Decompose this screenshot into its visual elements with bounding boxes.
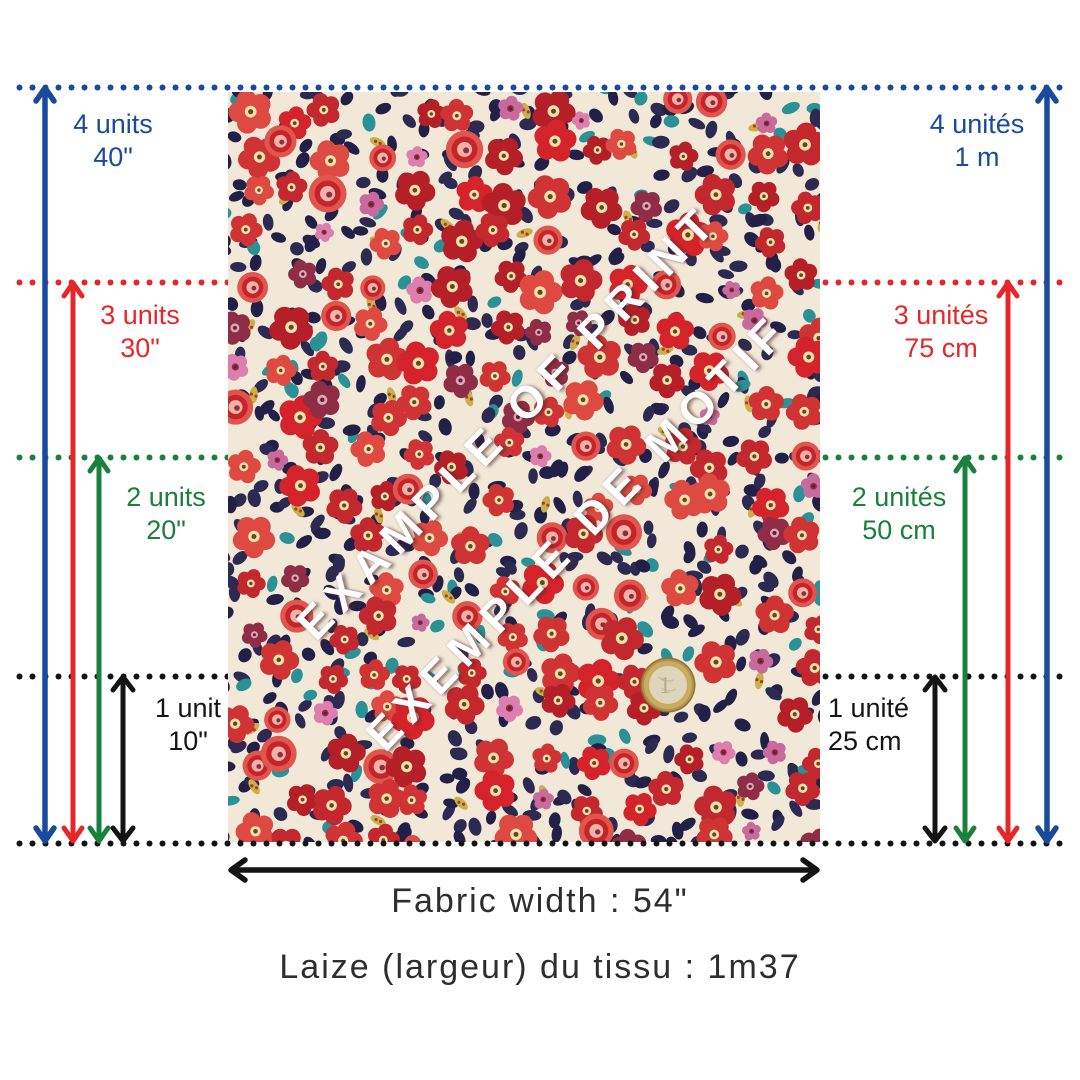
label-value: 20" — [146, 515, 186, 545]
label-right-3-units: 3 unités 75 cm — [894, 299, 989, 365]
right-arrow-2-units — [953, 455, 977, 844]
label-units: 3 units — [100, 300, 180, 330]
label-value: 10" — [168, 726, 208, 756]
label-units: 4 units — [73, 109, 153, 139]
label-left-3-units: 3 units 30" — [100, 299, 180, 365]
euro-coin: 1 — [640, 657, 696, 713]
label-right-1-unit: 1 unité 25 cm — [828, 692, 909, 758]
fabric-swatch: 1 EXAMPLE OF PRINT EXEMPLE DE MOTIF — [228, 92, 820, 842]
label-units: 2 units — [126, 482, 206, 512]
right-arrow-4-units — [1035, 85, 1059, 844]
label-left-2-units: 2 units 20" — [126, 481, 206, 547]
label-right-2-units: 2 unités 50 cm — [852, 481, 947, 547]
right-arrow-3-units — [996, 280, 1020, 844]
label-value: 30" — [120, 333, 160, 363]
label-value: 1 m — [954, 142, 1000, 172]
fabric-width-arrow — [228, 857, 820, 883]
label-units: 2 unités — [851, 482, 947, 512]
dotted-line-baseline — [16, 840, 1064, 847]
left-arrow-1-unit — [110, 674, 136, 844]
label-value: 50 cm — [862, 515, 936, 545]
label-units: 3 unités — [893, 300, 989, 330]
label-units: 1 unit — [154, 693, 222, 723]
left-arrow-3-units — [61, 280, 85, 844]
right-arrow-1-unit — [922, 674, 948, 844]
label-value: 75 cm — [904, 333, 978, 363]
fabric-print: 1 — [228, 92, 820, 842]
fabric-width-text-en: Fabric width : 54" — [391, 882, 689, 920]
label-right-4-units: 4 unités 1 m — [930, 108, 1025, 174]
label-left-1-unit: 1 unit 10" — [155, 692, 221, 758]
label-left-4-units: 4 units 40" — [73, 108, 153, 174]
left-arrow-4-units — [33, 85, 57, 844]
left-arrow-2-units — [87, 455, 111, 844]
dotted-line-4-units — [16, 84, 1064, 91]
coin-denomination: 1 — [659, 673, 671, 699]
label-value: 25 cm — [828, 726, 902, 756]
label-value: 40" — [93, 142, 133, 172]
fabric-width-text-fr: Laize (largeur) du tissu : 1m37 — [279, 948, 801, 986]
fabric-flowers-layer — [228, 92, 820, 842]
label-units: 1 unité — [828, 693, 910, 723]
label-units: 4 unités — [929, 109, 1025, 139]
